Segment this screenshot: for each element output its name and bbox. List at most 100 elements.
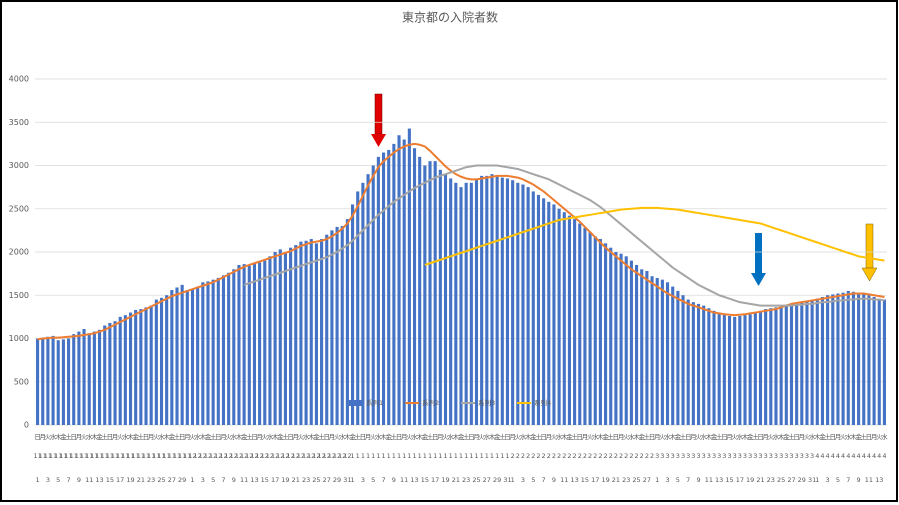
x-tick-label: 21	[452, 476, 460, 484]
month-label: 1	[428, 452, 432, 460]
x-tick-label: 23	[462, 476, 470, 484]
month-label: 12	[230, 452, 238, 460]
weekday-label: 金	[205, 432, 212, 441]
month-label: 12	[312, 452, 320, 460]
month-label: 2	[578, 452, 582, 460]
weekday-label: 火	[117, 433, 124, 441]
month-label: 2	[583, 452, 587, 460]
bar	[712, 310, 716, 425]
bar	[676, 290, 680, 425]
bar	[635, 264, 639, 425]
bar	[221, 275, 226, 425]
month-label: 12	[224, 452, 232, 460]
bar	[784, 304, 788, 425]
x-tick-label: 7	[381, 476, 385, 484]
month-label: 2	[588, 452, 592, 460]
weekday-label: 月	[437, 433, 444, 441]
month-label: 3	[764, 452, 768, 460]
bar	[113, 321, 117, 425]
month-label: 2	[542, 452, 546, 460]
weekday-label: 火	[478, 433, 485, 441]
x-tick-label: 11	[560, 476, 568, 484]
bar	[877, 298, 881, 425]
month-label: 1	[505, 452, 509, 460]
bar	[185, 290, 189, 425]
weekday-label: 日	[540, 433, 547, 441]
month-label: 1	[423, 452, 427, 460]
bar	[691, 302, 695, 425]
bar	[671, 286, 675, 425]
weekday-label: 水	[737, 432, 744, 441]
month-label: 11	[152, 452, 160, 460]
bar	[655, 277, 659, 425]
bar	[743, 315, 747, 425]
bar	[547, 201, 551, 425]
weekday-label: 金	[277, 432, 284, 441]
weekday-label: 日	[251, 433, 258, 441]
weekday-label: 火	[840, 433, 847, 441]
x-tick-label: 9	[857, 476, 861, 484]
bar	[46, 336, 50, 425]
weekday-label: 木	[272, 432, 279, 441]
weekday-label: 水	[484, 432, 491, 441]
x-tick-label: 5	[836, 476, 840, 484]
legend-swatch	[349, 400, 363, 406]
weekday-label: 水	[303, 432, 310, 441]
x-tick-label: 5	[371, 476, 375, 484]
weekday-label: 土	[607, 432, 614, 441]
bar	[707, 308, 711, 425]
bar	[299, 241, 303, 425]
weekday-label: 日	[215, 433, 222, 441]
bar	[154, 299, 158, 425]
x-tick-label: 11	[865, 476, 873, 484]
weekday-label: 月	[654, 433, 661, 441]
month-label: 4	[826, 452, 830, 460]
bar	[774, 307, 778, 425]
month-label: 2	[521, 452, 525, 460]
month-label: 12	[188, 452, 196, 460]
month-label: 12	[292, 452, 300, 460]
x-tick-label: 7	[221, 476, 225, 484]
bar	[289, 247, 293, 425]
weekday-label: 木	[380, 432, 387, 441]
weekday-label: 金	[422, 432, 429, 441]
weekday-label: 土	[101, 432, 108, 441]
weekday-label: 月	[726, 433, 733, 441]
bar	[190, 289, 195, 425]
x-tick-label: 9	[77, 476, 81, 484]
bar	[459, 187, 463, 425]
bar	[604, 243, 608, 425]
bar	[294, 245, 298, 425]
bar	[454, 182, 458, 425]
x-tick-label: 1	[815, 476, 819, 484]
weekday-label: 木	[597, 432, 604, 441]
month-label: 3	[758, 452, 762, 460]
weekday-label: 月	[329, 433, 336, 441]
x-tick-label: 27	[168, 476, 176, 484]
arrow-yellow	[861, 223, 878, 282]
month-label: 12	[297, 452, 305, 460]
x-tick-label: 13	[95, 476, 103, 484]
bar	[531, 191, 535, 425]
x-tick-label: 1	[36, 476, 40, 484]
bar	[407, 128, 411, 425]
bar	[640, 269, 644, 425]
month-label: 11	[121, 452, 129, 460]
x-tick-label: 29	[333, 476, 341, 484]
weekday-label: 金	[313, 432, 320, 441]
x-tick-label: 19	[441, 476, 449, 484]
weekday-label: 金	[638, 432, 645, 441]
weekday-label: 日	[866, 433, 873, 441]
month-label: 3	[774, 452, 778, 460]
weekday-label: 水	[809, 432, 816, 441]
weekday-label: 金	[530, 432, 537, 441]
weekday-label: 火	[695, 433, 702, 441]
month-label: 2	[526, 452, 530, 460]
weekday-label: 月	[39, 433, 46, 441]
weekday-label: 火	[768, 433, 775, 441]
month-label: 2	[552, 452, 556, 460]
bar	[862, 293, 866, 425]
bar	[748, 314, 752, 425]
bar	[392, 143, 396, 425]
bar	[325, 234, 329, 425]
